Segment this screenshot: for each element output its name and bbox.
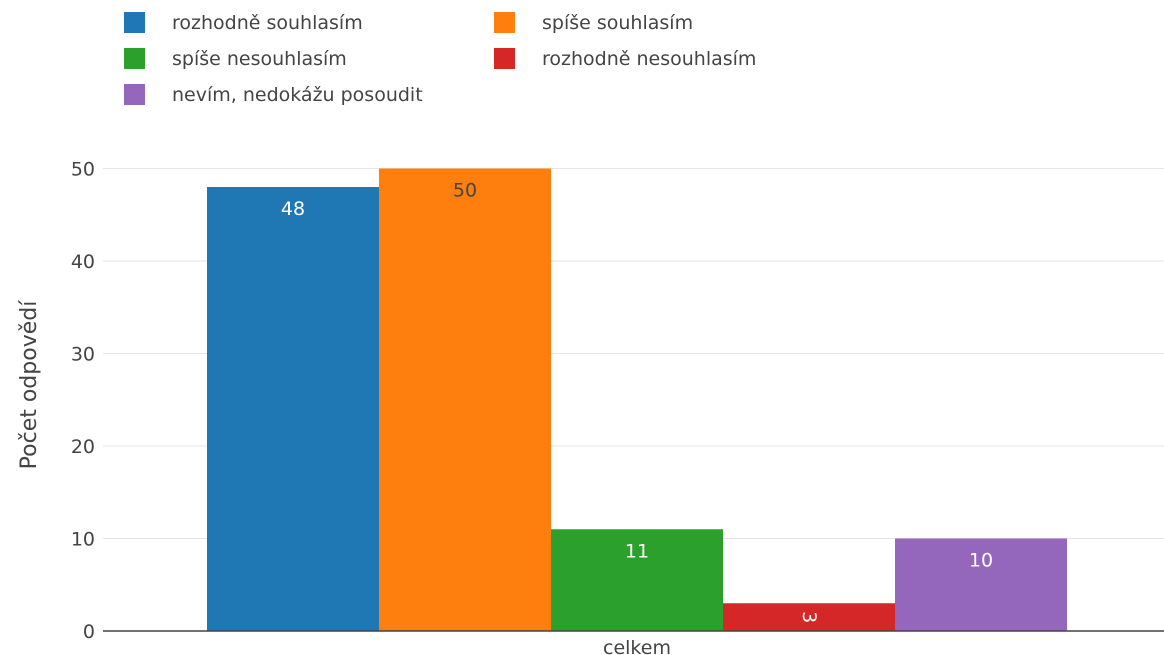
y-tick-label: 0 — [83, 621, 95, 643]
legend-item[interactable]: spíše nesouhlasím — [124, 48, 347, 70]
bar-value-label: 50 — [453, 180, 477, 202]
legend: rozhodně souhlasím spíše souhlasím spíše n… — [124, 12, 756, 106]
legend-swatch — [494, 48, 515, 69]
legend-label: rozhodně nesouhlasím — [542, 48, 756, 70]
bar-value-label: 48 — [281, 198, 305, 220]
y-tick-label: 30 — [71, 344, 95, 366]
bar-labels: 48 50 11 3 10 — [281, 180, 993, 624]
legend-item[interactable]: rozhodně souhlasím — [124, 12, 363, 34]
bar-value-label: 3 — [798, 611, 820, 623]
bar — [207, 187, 379, 631]
legend-swatch — [124, 84, 145, 105]
legend-label: spíše nesouhlasím — [172, 48, 347, 70]
legend-item[interactable]: rozhodně nesouhlasím — [494, 48, 756, 70]
legend-label: nevím, nedokážu posoudit — [172, 84, 423, 106]
y-tick-label: 20 — [71, 436, 95, 458]
x-tick-label: celkem — [603, 637, 671, 655]
y-tick-label: 50 — [71, 159, 95, 181]
y-axis-title: Počet odpovědí — [17, 300, 42, 470]
legend-item[interactable]: nevím, nedokážu posoudit — [124, 84, 423, 106]
bar — [551, 529, 723, 631]
legend-swatch — [124, 48, 145, 69]
legend-swatch — [124, 12, 145, 33]
legend-item[interactable]: spíše souhlasím — [494, 12, 693, 34]
bar-value-label: 11 — [625, 540, 649, 562]
bars — [207, 168, 1067, 631]
bar — [379, 168, 551, 631]
y-axis-ticks: 0 10 20 30 40 50 — [71, 159, 95, 644]
x-axis-ticks: celkem — [603, 637, 671, 655]
y-tick-label: 40 — [71, 251, 95, 273]
legend-label: rozhodně souhlasím — [172, 12, 363, 34]
bar-value-label: 10 — [969, 550, 993, 572]
bar — [895, 538, 1067, 631]
legend-swatch — [494, 12, 515, 33]
legend-label: spíše souhlasím — [542, 12, 693, 34]
bar — [723, 603, 895, 631]
y-tick-label: 10 — [71, 529, 95, 551]
